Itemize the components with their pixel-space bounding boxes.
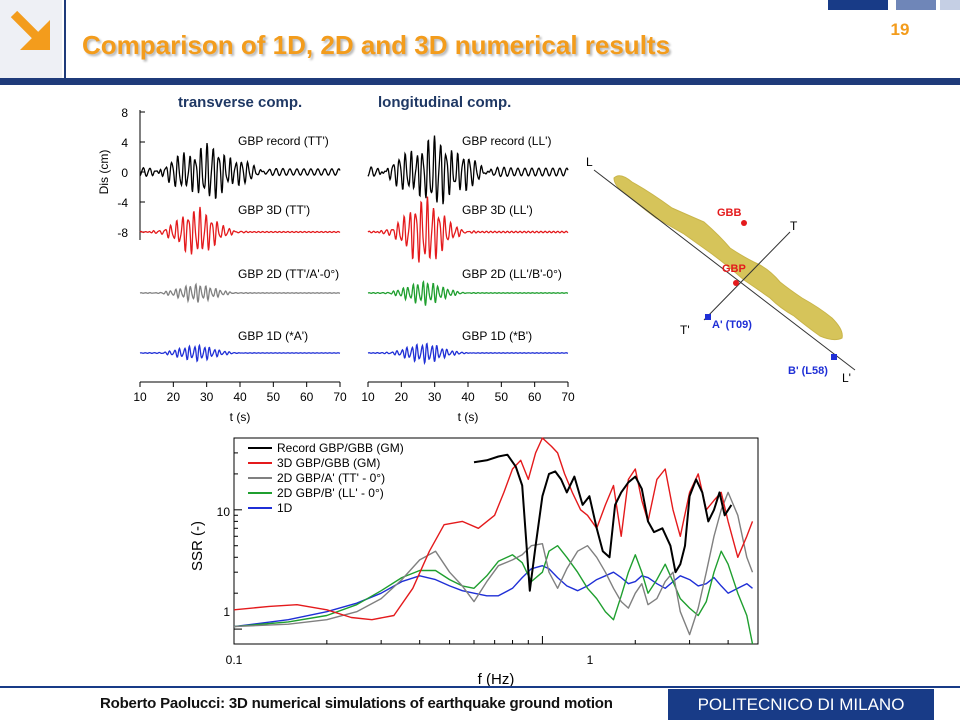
x-tick-right-50: 50 — [495, 390, 509, 404]
trace-right-2 — [367, 280, 569, 306]
ssr-series-0 — [473, 453, 733, 592]
trace-label-right-0: GBP record (LL') — [462, 134, 551, 148]
map-label-GBP: GBP — [722, 263, 746, 275]
slide-title: Comparison of 1D, 2D and 3D numerical re… — [82, 30, 671, 60]
header-vertical-rule — [64, 0, 66, 78]
col-label-longitudinal: longitudinal comp. — [378, 94, 512, 111]
map-label-T: T — [790, 219, 798, 233]
map-label-T-prime: T' — [680, 323, 690, 337]
ssr-series-2 — [233, 491, 754, 636]
waveform-traces — [139, 135, 569, 366]
y-tick-minus4: -4 — [117, 196, 128, 210]
legend-label-1: 3D GBP/GBB (GM) — [277, 456, 380, 470]
footer-author: Roberto Paolucci: 3D numerical simulatio… — [100, 695, 613, 712]
footer-rule — [0, 686, 960, 688]
ssr-minor-ticks — [234, 452, 729, 644]
ssr-x-axis-label: f (Hz) — [478, 671, 515, 688]
map-label-A-prime: A' (T09) — [712, 319, 752, 331]
section-line-LL — [593, 169, 856, 371]
ssr-series-3 — [233, 544, 754, 645]
slide-header-decoration — [0, 0, 960, 85]
x-label-right: t (s) — [458, 410, 479, 424]
x-tick-left-10: 10 — [133, 390, 147, 404]
x-tick-left-40: 40 — [233, 390, 247, 404]
arrow-down-right-icon — [10, 10, 50, 50]
map-label-GBB: GBB — [717, 207, 742, 219]
x-tick-left-60: 60 — [300, 390, 314, 404]
waveform-x-ticks: 10 20 30 40 50 60 70 10 20 30 40 50 60 70 — [133, 382, 575, 404]
trace-left-3 — [139, 343, 341, 363]
x-label-left: t (s) — [230, 410, 251, 424]
x-tick-right-40: 40 — [461, 390, 475, 404]
map-label-L-prime: L' — [842, 371, 851, 385]
x-tick-left-30: 30 — [200, 390, 214, 404]
ssr-x-tick-1: 1 — [587, 653, 594, 667]
ssr-plot-frame — [233, 437, 759, 645]
waveform-panels: 8 4 0 -4 -8 Dis (cm) GBP record (TT') GB… — [97, 106, 575, 424]
a-prime-station-marker — [705, 314, 711, 320]
y-tick-0: 0 — [121, 166, 128, 180]
ssr-y-axis-label: SSR (-) — [189, 521, 206, 571]
ssr-x-tick-0.1: 0.1 — [226, 653, 243, 667]
x-tick-left-70: 70 — [333, 390, 347, 404]
gbp-station-marker — [733, 280, 739, 286]
trace-label-right-3: GBP 1D (*B') — [462, 329, 532, 343]
trace-label-left-3: GBP 1D (*A') — [238, 329, 308, 343]
ssr-chart: 10 1 0.1 1 f (Hz) SSR (-) Record GBP/GBB… — [189, 437, 759, 688]
header-block-2 — [896, 0, 936, 10]
footer-institution: POLITECNICO DI MILANO — [668, 689, 934, 720]
header-block-1 — [828, 0, 888, 10]
trace-label-left-1: GBP 3D (TT') — [238, 203, 310, 217]
trace-right-3 — [367, 342, 569, 366]
map-label-L: L — [586, 155, 593, 169]
ssr-legend: Record GBP/GBB (GM)3D GBP/GBB (GM)2D GBP… — [248, 441, 404, 515]
legend-label-0: Record GBP/GBB (GM) — [277, 441, 404, 455]
y-tick-4: 4 — [121, 136, 128, 150]
col-label-transverse: transverse comp. — [178, 94, 303, 111]
x-tick-right-70: 70 — [561, 390, 575, 404]
ssr-y-tick-1: 1 — [223, 605, 230, 619]
x-tick-right-60: 60 — [528, 390, 542, 404]
ssr-series-4 — [233, 564, 753, 628]
trace-label-left-0: GBP record (TT') — [238, 134, 329, 148]
ssr-y-tick-10: 10 — [217, 505, 231, 519]
trace-right-0 — [367, 135, 569, 205]
x-tick-right-30: 30 — [428, 390, 442, 404]
y-tick-minus8: -8 — [117, 226, 128, 240]
trace-left-1 — [139, 206, 341, 255]
x-tick-left-50: 50 — [267, 390, 281, 404]
page-number: 19 — [890, 20, 910, 39]
x-tick-right-10: 10 — [361, 390, 375, 404]
legend-label-3: 2D GBP/B' (LL' - 0°) — [277, 486, 384, 500]
trace-left-0 — [139, 143, 341, 199]
legend-label-2: 2D GBP/A' (TT' - 0°) — [277, 471, 385, 485]
gbb-station-marker — [741, 220, 747, 226]
basin-map: L L' T T' GBB GBP A' (T09) B' (L58) — [586, 155, 856, 385]
header-block-3 — [940, 0, 960, 10]
b-prime-station-marker — [831, 354, 837, 360]
x-tick-right-20: 20 — [395, 390, 409, 404]
y-axis-label: Dis (cm) — [97, 150, 111, 195]
trace-label-left-2: GBP 2D (TT'/A'-0°) — [238, 267, 339, 281]
trace-left-2 — [139, 282, 341, 304]
trace-label-right-1: GBP 3D (LL') — [462, 203, 533, 217]
y-tick-8: 8 — [121, 106, 128, 120]
trace-right-1 — [367, 196, 569, 263]
basin-shape — [613, 175, 843, 341]
ssr-series-lines — [233, 437, 754, 645]
trace-label-right-2: GBP 2D (LL'/B'-0°) — [462, 267, 562, 281]
header-rule — [0, 78, 960, 85]
section-line-TT — [703, 231, 791, 321]
legend-label-4: 1D — [277, 501, 293, 515]
map-label-B-prime: B' (L58) — [788, 365, 828, 377]
x-tick-left-20: 20 — [167, 390, 181, 404]
